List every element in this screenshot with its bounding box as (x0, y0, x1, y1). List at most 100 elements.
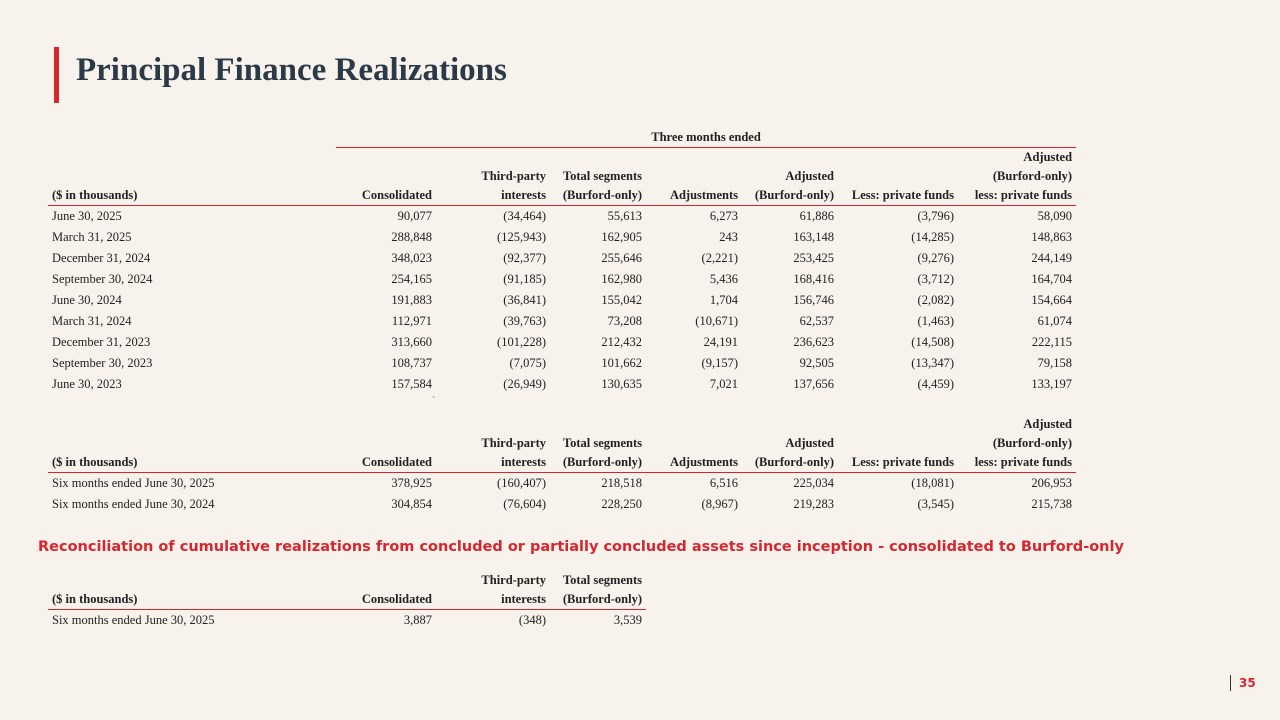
table-row: Six months ended June 30, 2025 3,887 (348)… (48, 610, 646, 632)
table-cell: 162,980 (601, 272, 642, 286)
three-months-table: Three months ended Adjusted Third-party … (48, 128, 1077, 395)
table-cell: (39,763) (503, 314, 546, 328)
col-header-total-1: Total segments (562, 169, 642, 183)
row-label: June 30, 2025 (52, 209, 122, 223)
table-cell: 58,090 (1037, 209, 1073, 223)
col-header-less-private: Less: private funds (838, 186, 958, 206)
row-label: March 31, 2025 (52, 230, 132, 244)
table-cell: 148,863 (1031, 230, 1073, 244)
col-header-third-party-2: interests (436, 453, 550, 473)
table-cell: 164,704 (1031, 272, 1073, 286)
table-cell: 288,848 (391, 230, 432, 244)
table-cell: 92,505 (799, 356, 834, 370)
col-header-third-party-2: interests (436, 590, 550, 610)
table-cell: (160,407) (497, 476, 546, 490)
row-label: September 30, 2023 (52, 356, 153, 370)
table-cell: 101,662 (601, 356, 642, 370)
table-cell: (92,377) (503, 251, 546, 265)
table-cell: (18,081) (911, 476, 954, 490)
table-cell: 162,905 (601, 230, 642, 244)
table-cell: 79,158 (1037, 356, 1073, 370)
row-label: September 30, 2024 (52, 272, 153, 286)
reconciliation-heading: Reconciliation of cumulative realization… (38, 539, 1124, 555)
table-cell: (8,967) (701, 497, 738, 511)
table-cell: 108,737 (391, 356, 432, 370)
table-cell: 236,623 (793, 335, 834, 349)
table-cell: 215,738 (1031, 497, 1072, 511)
table-cell: 61,074 (1037, 314, 1073, 328)
six-months-table: Adjusted Third-party Total segments Adju… (48, 415, 1076, 515)
table-cell: 73,208 (607, 314, 642, 328)
table-cell: 90,077 (397, 209, 432, 223)
table-cell: (34,464) (503, 209, 546, 223)
table-cell: 61,886 (799, 209, 834, 223)
table-cell: (9,157) (701, 356, 738, 370)
table-cell: 62,537 (799, 314, 834, 328)
table-cell: (9,276) (917, 251, 954, 265)
col-header-adjusted-2: (Burford-only) (742, 453, 838, 473)
table-cell: 6,516 (709, 476, 738, 490)
col-header-total-2: (Burford-only) (550, 186, 646, 206)
table-cell: (36,841) (503, 293, 546, 307)
table-row: September 30, 2024 254,165 (91,185) 162,980… (48, 269, 1076, 290)
table-cell: 378,925 (391, 476, 432, 490)
table-cell: 212,432 (601, 335, 642, 349)
cumulative-table: Third-party Total segments ($ in thousan… (48, 571, 646, 631)
table-row: March 31, 2024 112,971 (39,763) 73,208 (10,6… (48, 311, 1076, 332)
table-cell: 5,436 (709, 272, 738, 286)
page-title: Principal Finance Realizations (76, 52, 507, 88)
table-cell: 133,197 (1031, 377, 1073, 391)
table-row: June 30, 2025 90,077 (34,464) 55,613 6,273 61… (48, 206, 1076, 228)
table-row: Six months ended June 30, 2025 378,925 (16… (48, 473, 1076, 495)
table-cell: 6,273 (709, 209, 738, 223)
table-cell: 218,518 (601, 476, 642, 490)
col-header-adj-less-3: less: private funds (958, 453, 1076, 473)
table-cell: 156,746 (793, 293, 834, 307)
col-header-third-party-2: interests (436, 186, 550, 206)
col-header-total-1: Total segments (562, 573, 642, 587)
table-cell: 244,149 (1031, 251, 1073, 265)
table-cell: 163,148 (793, 230, 834, 244)
table-cell: 219,283 (793, 497, 834, 511)
col-header-adjusted-1: Adjusted (785, 436, 834, 450)
col-header-third-party-1: Third-party (481, 573, 546, 587)
table-cell: 222,115 (1031, 335, 1073, 349)
table-cell: 55,613 (607, 209, 642, 223)
footnote-mark: ` (432, 396, 436, 407)
table-cell: (125,943) (497, 230, 546, 244)
table-cell: 313,660 (391, 335, 432, 349)
table-cell: (348) (518, 613, 546, 627)
table-cell: 137,656 (793, 377, 834, 391)
col-header-third-party-1: Third-party (481, 436, 546, 450)
row-label: March 31, 2024 (52, 314, 132, 328)
table-cell: (101,228) (497, 335, 546, 349)
row-label: Six months ended June 30, 2025 (52, 613, 215, 627)
table-cell: 1,704 (709, 293, 738, 307)
table-cell: (14,508) (911, 335, 954, 349)
table-cell: (2,082) (917, 293, 954, 307)
table-cell: 157,584 (391, 377, 432, 391)
table-cell: (2,221) (701, 251, 738, 265)
table-row: June 30, 2023 157,584 (26,949) 130,635 7,021… (48, 374, 1076, 395)
table-cell: 243 (719, 230, 738, 244)
table-cell: 7,021 (709, 377, 738, 391)
col-header-adj-less-1: Adjusted (1023, 417, 1072, 431)
table-cell: (3,796) (917, 209, 954, 223)
table-row: Six months ended June 30, 2024 304,854 (76… (48, 494, 1076, 515)
col-header-less-private: Less: private funds (838, 453, 958, 473)
table-cell: 24,191 (703, 335, 738, 349)
col-header-adjusted-1: Adjusted (785, 169, 834, 183)
table-row: September 30, 2023 108,737 (7,075) 101,662 (… (48, 353, 1076, 374)
table-row: December 31, 2023 313,660 (101,228) 212,432… (48, 332, 1076, 353)
table-cell: (13,347) (911, 356, 954, 370)
row-label: June 30, 2024 (52, 293, 122, 307)
table-cell: 304,854 (391, 497, 432, 511)
col-header-total-1: Total segments (562, 436, 642, 450)
page-number: 35 (1230, 675, 1256, 691)
col-header-label: ($ in thousands) (48, 453, 336, 473)
table-cell: 348,023 (391, 251, 432, 265)
table-cell: 228,250 (601, 497, 642, 511)
col-header-consolidated: Consolidated (336, 590, 436, 610)
table-cell: 130,635 (601, 377, 642, 391)
table-cell: (10,671) (695, 314, 738, 328)
